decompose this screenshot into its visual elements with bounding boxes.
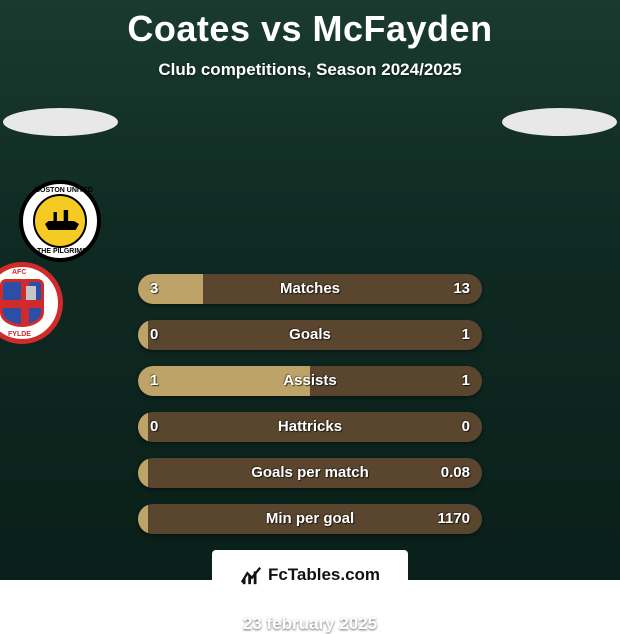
club-badge-left: BOSTON UNITED THE PILGRIMS [19,180,101,262]
stat-value-right: 13 [453,274,470,304]
page-title: Coates vs McFayden [0,0,620,50]
stat-row: Min per goal1170 [138,504,482,534]
stat-value-right: 1170 [437,504,470,534]
stat-label: Matches [138,274,482,304]
club-badge-right: AFC FYLDE [0,262,63,344]
player-avatar-left [3,108,118,136]
branding-banner[interactable]: FcTables.com [212,550,408,600]
stat-label: Goals [138,320,482,350]
content-root: Coates vs McFayden Club competitions, Se… [0,0,620,580]
stat-row: 0Goals1 [138,320,482,350]
fctables-logo-icon [240,564,262,586]
player-avatar-right [502,108,617,136]
subtitle: Club competitions, Season 2024/2025 [0,60,620,80]
stat-row: 3Matches13 [138,274,482,304]
branding-text: FcTables.com [268,565,380,585]
ship-icon [45,210,79,230]
stat-bars: 3Matches130Goals11Assists10Hattricks0Goa… [138,274,482,534]
comparison-chart: BOSTON UNITED THE PILGRIMS AFC FYLDE 3Ma… [0,110,620,534]
badge-text: BOSTON UNITED [35,187,93,194]
cross-icon [3,300,41,308]
stat-row: Goals per match0.08 [138,458,482,488]
badge-text: FYLDE [8,331,31,338]
stat-label: Min per goal [138,504,482,534]
stat-value-right: 1 [462,320,470,350]
tower-icon [26,286,36,300]
stat-row: 1Assists1 [138,366,482,396]
badge-text: THE PILGRIMS [37,248,87,255]
date-label: 23 february 2025 [0,614,620,634]
stat-value-right: 1 [462,366,470,396]
stat-label: Goals per match [138,458,482,488]
stat-label: Assists [138,366,482,396]
stat-row: 0Hattricks0 [138,412,482,442]
badge-inner [33,194,87,248]
stat-value-right: 0 [462,412,470,442]
badge-text: AFC [12,269,26,276]
stat-value-right: 0.08 [441,458,470,488]
badge-shield [0,279,44,327]
stat-label: Hattricks [138,412,482,442]
